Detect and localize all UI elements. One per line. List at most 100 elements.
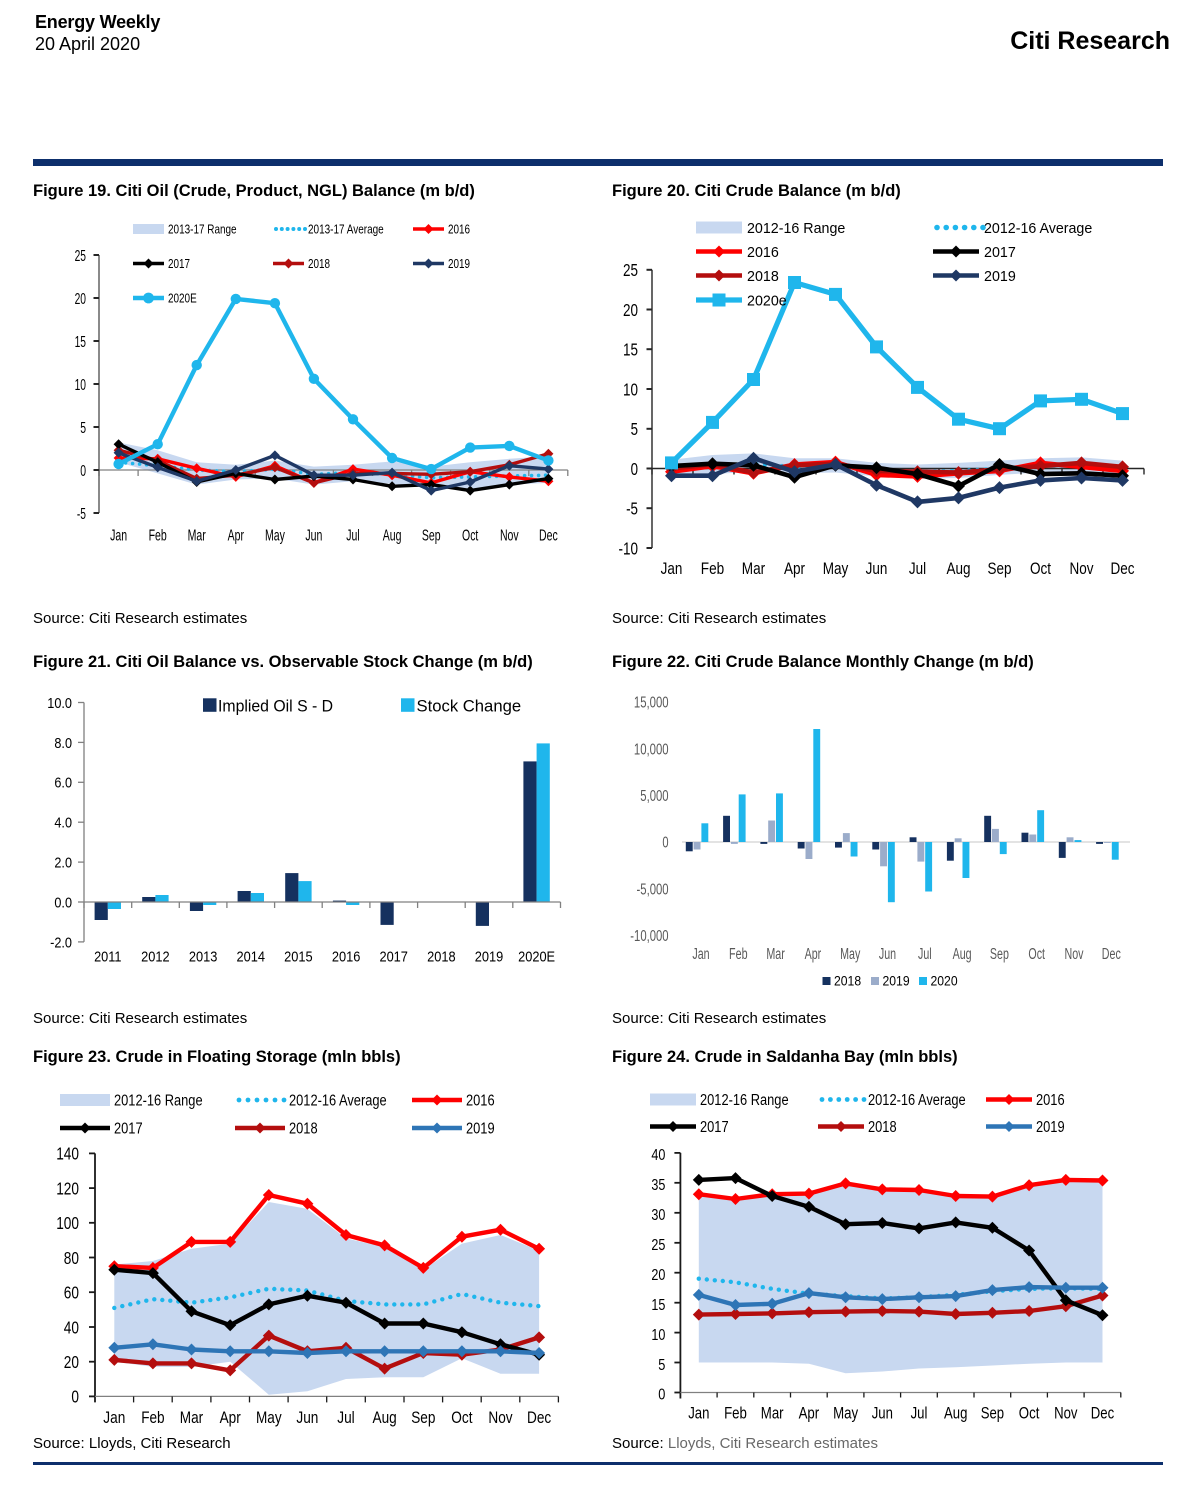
svg-text:2020e: 2020e [747,293,787,310]
svg-text:10: 10 [623,379,638,399]
svg-text:0: 0 [71,1387,79,1407]
svg-text:May: May [265,528,285,545]
svg-text:Oct: Oct [451,1408,472,1427]
svg-text:Nov: Nov [488,1408,513,1427]
svg-text:140: 140 [56,1144,79,1164]
svg-text:Mar: Mar [742,560,766,578]
svg-text:2019: 2019 [448,256,470,271]
svg-text:20: 20 [623,300,638,320]
svg-text:Stock Change: Stock Change [417,697,522,716]
svg-text:Dec: Dec [1111,560,1135,578]
svg-text:35: 35 [651,1177,665,1194]
svg-text:Feb: Feb [729,946,748,963]
svg-text:2013-17 Range: 2013-17 Range [168,222,237,237]
svg-text:15,000: 15,000 [634,695,669,712]
svg-text:Jan: Jan [110,528,127,545]
svg-text:Aug: Aug [373,1408,397,1427]
svg-text:Mar: Mar [766,946,785,963]
svg-text:Aug: Aug [947,560,971,578]
svg-text:15: 15 [651,1297,665,1314]
svg-text:Jul: Jul [909,560,926,578]
svg-text:Nov: Nov [500,528,519,545]
svg-text:Mar: Mar [180,1408,204,1427]
svg-text:Mar: Mar [761,1405,784,1423]
svg-text:5: 5 [658,1357,665,1374]
svg-text:Oct: Oct [462,528,479,545]
svg-text:0: 0 [662,835,668,852]
svg-text:Dec: Dec [527,1408,552,1427]
svg-text:2012-16 Average: 2012-16 Average [984,220,1092,237]
svg-text:40: 40 [64,1317,79,1337]
svg-text:2017: 2017 [379,949,408,966]
svg-text:Jun: Jun [866,560,888,578]
svg-text:2018: 2018 [289,1121,318,1138]
svg-text:2011: 2011 [94,949,121,966]
svg-text:0: 0 [80,463,86,480]
svg-text:2015: 2015 [284,949,313,966]
svg-text:25: 25 [651,1237,665,1254]
svg-text:Jun: Jun [872,1405,893,1423]
svg-text:Sep: Sep [422,528,441,545]
svg-text:2014: 2014 [237,949,266,966]
svg-text:2018: 2018 [868,1119,897,1136]
svg-text:Jan: Jan [692,946,709,963]
svg-text:5: 5 [80,420,86,437]
svg-text:5,000: 5,000 [640,788,669,805]
svg-text:Sep: Sep [990,946,1009,963]
svg-text:2020: 2020 [931,974,958,989]
svg-text:2016: 2016 [1036,1092,1065,1109]
svg-text:10,000: 10,000 [634,741,669,758]
svg-text:15: 15 [623,340,638,360]
svg-text:-5: -5 [626,499,638,519]
svg-text:-10,000: -10,000 [630,928,669,945]
svg-text:2013: 2013 [189,949,218,966]
svg-text:Sep: Sep [988,560,1012,578]
svg-text:10: 10 [75,377,86,394]
svg-text:2018: 2018 [747,268,779,285]
svg-text:2012-16 Range: 2012-16 Range [747,220,845,237]
svg-text:2016: 2016 [448,222,470,237]
svg-text:2017: 2017 [984,244,1016,261]
svg-text:Dec: Dec [1102,946,1121,963]
svg-text:60: 60 [64,1283,79,1303]
svg-text:5: 5 [631,419,638,439]
svg-text:80: 80 [64,1248,79,1268]
svg-text:100: 100 [56,1213,79,1233]
svg-text:Apr: Apr [805,946,822,963]
svg-text:Aug: Aug [953,946,972,963]
svg-text:Aug: Aug [383,528,402,545]
svg-text:-10: -10 [619,538,639,558]
svg-text:2019: 2019 [984,268,1016,285]
svg-text:4.0: 4.0 [54,816,72,832]
svg-text:6.0: 6.0 [54,776,72,792]
svg-text:Jan: Jan [103,1408,125,1427]
svg-text:2016: 2016 [466,1093,495,1110]
svg-text:Jul: Jul [911,1405,928,1423]
svg-text:Oct: Oct [1030,560,1051,578]
svg-text:Nov: Nov [1065,946,1084,963]
svg-text:2012-16 Range: 2012-16 Range [700,1092,789,1109]
svg-text:Apr: Apr [799,1405,820,1423]
svg-text:Feb: Feb [724,1405,747,1423]
svg-text:2017: 2017 [700,1119,729,1136]
svg-text:20: 20 [651,1267,665,1284]
svg-text:Apr: Apr [220,1408,241,1427]
svg-text:2012-16 Average: 2012-16 Average [289,1093,387,1110]
svg-text:Aug: Aug [944,1405,967,1423]
svg-text:2013-17 Average: 2013-17 Average [308,222,384,237]
svg-text:2018: 2018 [834,974,861,989]
svg-text:Oct: Oct [1019,1405,1040,1423]
svg-text:Jan: Jan [661,560,683,578]
svg-text:Jun: Jun [296,1408,318,1427]
svg-text:Feb: Feb [701,560,724,578]
svg-text:Feb: Feb [141,1408,164,1427]
svg-text:10.0: 10.0 [47,696,72,712]
svg-text:2012-16 Range: 2012-16 Range [114,1093,203,1110]
svg-text:-5,000: -5,000 [637,881,669,898]
svg-text:Sep: Sep [981,1405,1004,1423]
svg-text:Jan: Jan [688,1405,709,1423]
svg-text:0: 0 [658,1387,665,1404]
svg-text:-5: -5 [77,506,86,523]
svg-text:30: 30 [651,1207,665,1224]
svg-text:2019: 2019 [466,1121,495,1138]
